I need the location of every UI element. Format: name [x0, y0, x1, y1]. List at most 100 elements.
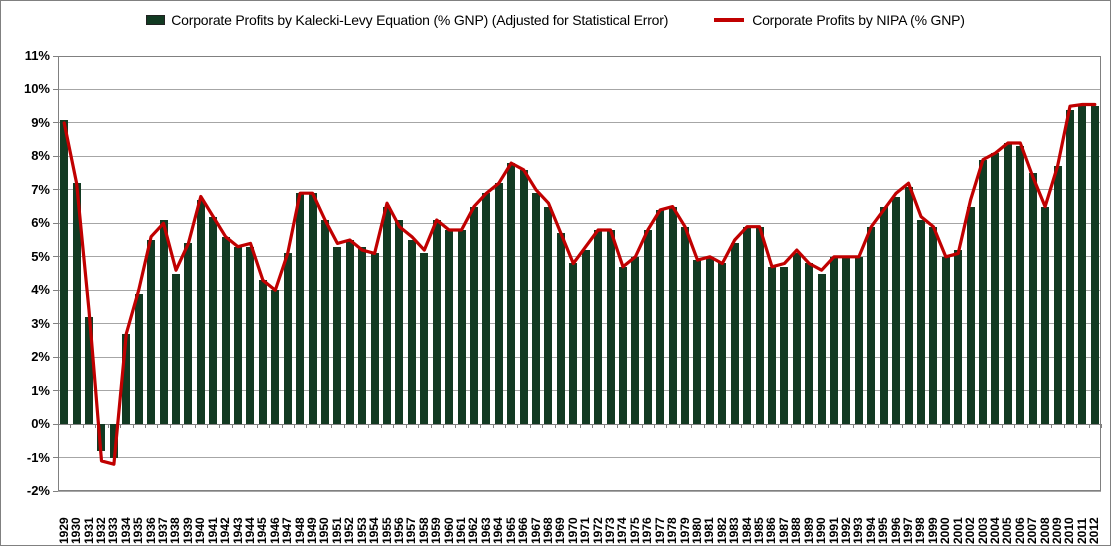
x-axis-tick: [269, 424, 271, 429]
x-axis-label-1976: 1976: [640, 517, 655, 544]
bar-1965: [507, 163, 516, 425]
y-axis-tick: [53, 289, 58, 291]
bar-1988: [792, 253, 801, 425]
bar-2000: [941, 256, 950, 425]
y-axis-tick: [53, 323, 58, 325]
bar-2006: [1016, 146, 1025, 425]
x-axis-tick: [914, 424, 916, 429]
y-axis-label-4%: 4%: [31, 282, 50, 298]
x-axis-label-1957: 1957: [404, 517, 419, 544]
x-axis-tick: [517, 424, 519, 429]
x-axis-tick: [542, 424, 544, 429]
bar-2008: [1041, 206, 1050, 425]
bar-2009: [1053, 166, 1062, 425]
x-axis-label-1935: 1935: [131, 517, 146, 544]
x-axis-tick: [567, 424, 569, 429]
x-axis-tick: [579, 424, 581, 429]
bar-1983: [730, 243, 739, 425]
bar-1999: [929, 226, 938, 425]
x-axis-tick: [865, 424, 867, 429]
bar-1985: [755, 226, 764, 425]
x-axis-label-1967: 1967: [528, 517, 543, 544]
x-axis-tick: [318, 424, 320, 429]
x-axis-tick: [691, 424, 693, 429]
x-axis-tick: [393, 424, 395, 429]
x-axis-tick: [505, 424, 506, 429]
x-axis-label-2003: 2003: [975, 517, 990, 544]
bar-1942: [221, 236, 230, 425]
x-axis-tick: [1101, 424, 1102, 429]
bar-1935: [134, 293, 143, 425]
x-axis-label-1940: 1940: [193, 517, 208, 544]
x-axis-label-1970: 1970: [565, 517, 580, 544]
y-axis-tick: [53, 88, 58, 90]
x-axis-label-1998: 1998: [913, 517, 928, 544]
bar-1951: [333, 246, 342, 425]
bar-1974: [618, 266, 627, 425]
bar-2005: [1003, 143, 1012, 425]
x-axis-label-1947: 1947: [280, 517, 295, 544]
bar-1941: [209, 216, 218, 425]
bar-1958: [420, 253, 429, 425]
bar-1972: [594, 230, 603, 425]
x-axis-tick: [194, 424, 196, 429]
x-axis-label-1942: 1942: [218, 517, 233, 544]
bar-1957: [407, 240, 416, 425]
y-axis-label-0%: 0%: [31, 416, 50, 432]
x-axis-label-2005: 2005: [1000, 517, 1015, 544]
x-axis-tick: [256, 424, 258, 429]
x-axis-tick: [107, 424, 109, 429]
y-axis-label-2%: 2%: [31, 349, 50, 365]
bar-1936: [147, 240, 156, 425]
x-axis-label-1941: 1941: [205, 517, 220, 544]
x-axis-label-1972: 1972: [590, 517, 605, 544]
y-axis-label--2%: -2%: [26, 483, 50, 498]
x-axis-tick: [604, 424, 606, 429]
bar-1943: [234, 246, 243, 425]
x-axis-tick: [778, 424, 780, 429]
y-axis-label-3%: 3%: [31, 315, 50, 331]
x-axis-label-1981: 1981: [702, 517, 717, 544]
x-axis-label-1965: 1965: [503, 517, 518, 544]
x-axis-tick: [840, 424, 842, 429]
x-axis-tick: [157, 424, 159, 429]
x-axis-tick: [740, 424, 742, 429]
x-axis-tick: [442, 424, 444, 429]
x-axis-label-1958: 1958: [416, 517, 431, 544]
bar-2002: [966, 206, 975, 425]
x-axis-label-1994: 1994: [863, 517, 878, 544]
x-axis-tick: [293, 424, 295, 429]
x-axis-label-1954: 1954: [367, 517, 382, 544]
x-axis-tick: [976, 424, 978, 429]
bar-1950: [320, 219, 329, 425]
bar-1990: [817, 273, 826, 425]
x-axis-tick: [132, 424, 134, 429]
bar-1970: [569, 263, 578, 425]
x-axis-tick: [803, 424, 804, 429]
y-axis-tick: [53, 256, 58, 258]
x-axis-label-1934: 1934: [118, 517, 133, 544]
x-axis-tick: [356, 424, 357, 429]
bar-1992: [842, 256, 851, 425]
x-axis-tick: [405, 424, 407, 429]
bar-1998: [916, 219, 925, 425]
x-axis-label-1955: 1955: [379, 517, 394, 544]
x-axis-tick: [182, 424, 184, 429]
x-axis-label-1946: 1946: [267, 517, 282, 544]
x-axis-label-2001: 2001: [950, 517, 965, 544]
gridline-10%: [58, 88, 1101, 90]
bar-1977: [656, 209, 665, 425]
x-axis-tick: [492, 424, 494, 429]
bar-2007: [1028, 173, 1037, 425]
x-axis-tick: [418, 424, 420, 429]
kalecki-series-swatch: [146, 15, 166, 25]
x-axis-tick: [654, 424, 655, 429]
bar-1996: [892, 196, 901, 425]
bar-1930: [72, 183, 81, 425]
x-axis-tick: [331, 424, 333, 429]
nipa-series-label: Corporate Profits by NIPA (% GNP): [752, 12, 965, 28]
bar-1978: [668, 206, 677, 425]
x-axis-tick: [368, 424, 370, 429]
bar-1955: [383, 206, 392, 425]
y-axis-tick: [53, 356, 58, 358]
